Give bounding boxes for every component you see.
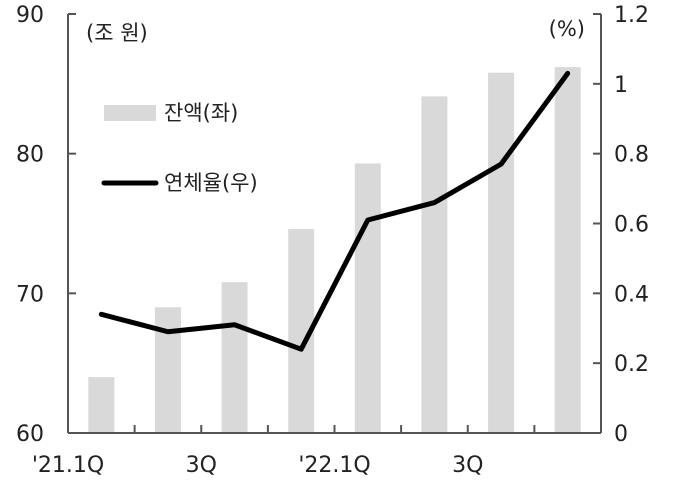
x-tick-label: 3Q <box>452 453 483 478</box>
axes <box>67 14 602 434</box>
left-tick-label: 80 <box>16 143 44 168</box>
right-tick-label: 0.4 <box>614 282 649 307</box>
line-series-path <box>98 70 571 352</box>
bar-8 <box>554 67 581 433</box>
right-axis-unit: (%) <box>549 17 585 41</box>
right-tick-label: 0.6 <box>614 213 649 238</box>
x-tick-label: 3Q <box>186 453 217 478</box>
left-tick-label: 90 <box>16 3 44 28</box>
bar-1 <box>88 377 115 433</box>
bar-6 <box>421 96 448 434</box>
legend-bar-swatch <box>104 105 156 121</box>
left-axis-ticks: 60 70 80 90 <box>16 3 76 447</box>
right-tick-label: 0 <box>614 422 628 447</box>
bar-3 <box>221 282 248 433</box>
line-series <box>98 70 571 352</box>
x-tick-label: '22.1Q <box>298 453 370 478</box>
legend-bar-label: 잔액(좌) <box>164 101 238 125</box>
bar-7 <box>488 72 515 433</box>
bar-2 <box>154 307 181 433</box>
x-tick-label: '21.1Q <box>32 453 104 478</box>
right-tick-label: 1 <box>614 73 628 98</box>
left-tick-label: 70 <box>16 282 44 307</box>
right-tick-label: 0.8 <box>614 143 649 168</box>
legend-line-label: 연체율(우) <box>164 171 258 195</box>
right-tick-label: 1.2 <box>614 3 649 28</box>
left-tick-label: 60 <box>16 422 44 447</box>
bar-5 <box>354 163 381 433</box>
right-tick-label: 0.2 <box>614 352 649 377</box>
bar-series <box>88 67 581 434</box>
right-axis-ticks: 0 0.2 0.4 0.6 0.8 1 1.2 <box>593 3 649 447</box>
legend: 잔액(좌) 연체율(우) <box>101 101 258 195</box>
x-axis-ticks: '21.1Q 3Q '22.1Q 3Q <box>32 425 602 478</box>
left-axis-unit: (조 원) <box>86 21 148 45</box>
